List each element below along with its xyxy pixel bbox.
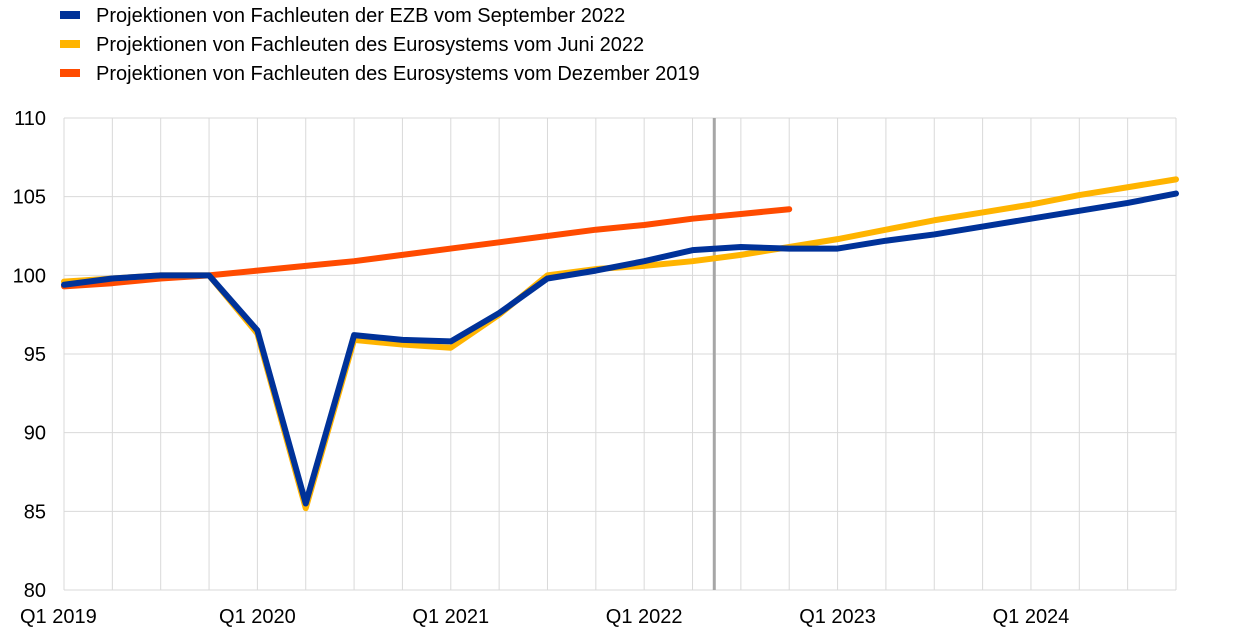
x-tick-label: Q1 2022 (606, 606, 683, 628)
x-tick-label: Q1 2021 (412, 606, 489, 628)
y-tick-label: 105 (13, 187, 46, 209)
y-tick-label: 85 (24, 501, 46, 523)
y-tick-label: 95 (24, 344, 46, 366)
x-tick-label: Q1 2020 (219, 606, 296, 628)
legend-swatch (60, 11, 80, 19)
legend-swatch (60, 40, 80, 48)
x-tick-label: Q1 2024 (993, 606, 1070, 628)
y-tick-label: 100 (13, 265, 46, 287)
legend-label: Projektionen von Fachleuten der EZB vom … (96, 5, 625, 27)
legend-label: Projektionen von Fachleuten des Eurosyst… (96, 34, 644, 56)
y-tick-label: 90 (24, 423, 46, 445)
series-line (61, 190, 1179, 507)
x-tick-label: Q1 2019 (20, 606, 97, 628)
legend-swatch (60, 69, 80, 77)
y-tick-label: 80 (24, 580, 46, 602)
legend-label: Projektionen von Fachleuten des Eurosyst… (96, 63, 700, 85)
x-tick-label: Q1 2023 (799, 606, 876, 628)
y-tick-label: 110 (14, 108, 46, 130)
